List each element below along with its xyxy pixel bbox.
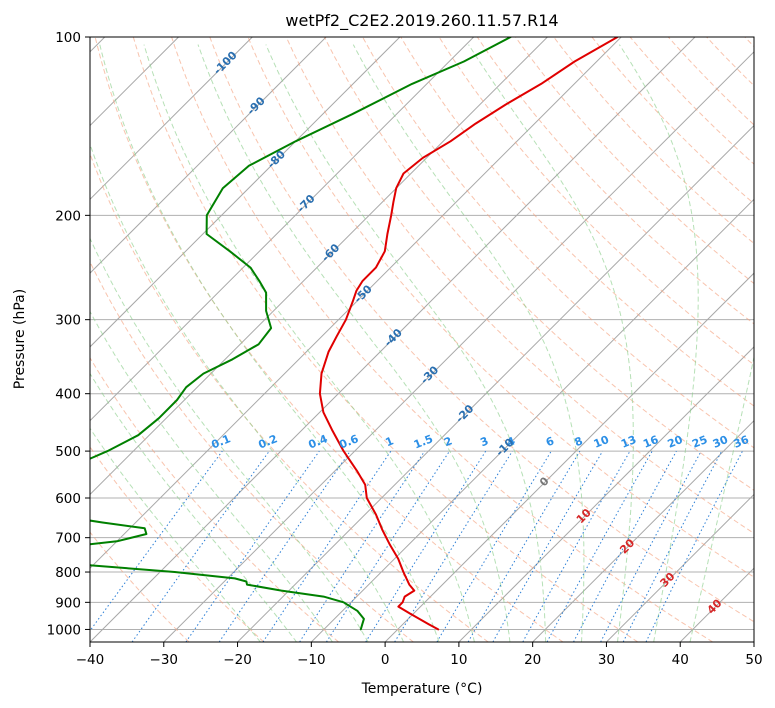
isotherm-gridline <box>90 37 401 348</box>
x-tick-label: 20 <box>524 652 541 668</box>
dry-adiabat <box>209 37 754 623</box>
isotherm-gridline <box>90 37 253 201</box>
mixing-ratio-line <box>546 450 653 642</box>
x-tick-label: −30 <box>150 652 179 668</box>
plot-background-labels: 0.1 0.2 0.4 0.6 1 1.5 2 3 4 6 8 10 13 16 20 25 30 36-100-… <box>210 48 751 616</box>
mixing-ratio-label: 10 <box>592 433 611 451</box>
mixing-ratio-label: 13 <box>619 433 638 451</box>
mixing-ratio-label: 8 <box>573 434 585 449</box>
dry-adiabat <box>132 37 639 642</box>
x-tick-label: −40 <box>76 652 105 668</box>
dry-adiabat <box>90 356 339 642</box>
mixing-ratio-line <box>90 450 223 632</box>
y-tick-label: 700 <box>55 531 81 547</box>
dry-adiabat <box>90 531 190 642</box>
y-tick-label: 300 <box>55 313 81 329</box>
mixing-ratio-line <box>436 450 552 642</box>
y-tick-label: 500 <box>55 444 81 460</box>
plot-background-lines <box>90 37 754 642</box>
x-axis-label: Temperature (°C) <box>361 681 483 697</box>
moist-adiabat <box>143 44 475 642</box>
plot-profiles <box>90 37 619 631</box>
x-axis: −40 −30 −20 −10 0 10 20 30 40 50 <box>76 642 763 668</box>
mixing-ratio-line <box>185 450 320 642</box>
dry-adiabat <box>553 37 754 245</box>
dewpoint-profile-line <box>90 37 512 631</box>
dry-adiabat <box>323 37 754 491</box>
x-tick-label: 0 <box>381 652 390 668</box>
dry-adiabat <box>476 37 754 325</box>
mixing-ratio-label: 20 <box>666 433 685 451</box>
mixing-ratio-line <box>394 450 513 642</box>
mixing-ratio-line <box>218 450 351 642</box>
chart-title: wetPf2_C2E2.2019.260.11.57.R14 <box>285 11 558 31</box>
isotherm-gridline <box>90 37 696 642</box>
x-tick-label: 40 <box>672 652 689 668</box>
moist-adiabat <box>468 44 634 642</box>
moist-adiabat <box>90 310 334 642</box>
mixing-ratio-label: 2 <box>442 434 454 449</box>
mixing-ratio-line <box>365 450 487 642</box>
mixing-ratio-label: 3 <box>478 434 490 449</box>
y-tick-label: 200 <box>55 208 81 224</box>
x-tick-label: 50 <box>745 652 762 668</box>
dry-adiabat <box>438 37 754 366</box>
moist-adiabat <box>618 44 699 642</box>
x-tick-label: −20 <box>223 652 252 668</box>
moist-adiabat <box>197 44 511 642</box>
y-tick-label: 100 <box>55 30 81 46</box>
isotherm-gridline <box>237 124 754 642</box>
x-tick-label: 30 <box>598 652 615 668</box>
temperature-profile-line <box>318 37 619 631</box>
isotherm-gridline <box>90 37 548 496</box>
mixing-ratio-label: 1 <box>384 434 396 449</box>
isotherm-gridline <box>532 419 754 642</box>
y-tick-label: 900 <box>55 595 81 611</box>
x-tick-label: −10 <box>297 652 326 668</box>
isotherm-gridline <box>458 346 754 642</box>
mixing-ratio-label: 30 <box>711 433 730 451</box>
moist-adiabat <box>265 44 547 642</box>
moist-adiabat <box>99 44 440 642</box>
mixing-ratio-line <box>573 450 677 642</box>
y-tick-label: 800 <box>55 565 81 581</box>
mixing-ratio-label: 16 <box>641 433 660 451</box>
mixing-ratio-line <box>522 450 631 642</box>
dry-adiabat <box>629 37 754 165</box>
mixing-ratio-label: 25 <box>690 433 709 451</box>
moist-adiabat <box>90 142 405 642</box>
y-tick-label: 1000 <box>47 622 81 638</box>
y-tick-label: 600 <box>55 491 81 507</box>
dry-adiabat <box>362 37 754 449</box>
isotherm-gridline <box>163 51 754 642</box>
mixing-ratio-label: 36 <box>732 433 751 451</box>
mixing-ratio-line <box>467 450 581 642</box>
mixing-ratio-line <box>492 450 604 642</box>
isotherm-gridline <box>384 272 754 642</box>
moist-adiabat <box>90 427 261 642</box>
dry-adiabat <box>400 37 754 407</box>
moist-adiabat <box>90 237 369 642</box>
y-tick-label: 400 <box>55 387 81 403</box>
x-tick-label: 10 <box>450 652 467 668</box>
moist-adiabat <box>689 354 754 642</box>
mixing-ratio-line <box>131 450 270 642</box>
dry-adiabat <box>171 37 713 642</box>
isotherm-gridline <box>606 493 754 642</box>
plot-frame <box>89 36 755 643</box>
mixing-ratio-line <box>325 450 450 642</box>
isotherm-gridline <box>90 37 475 422</box>
y-axis: 100 200 300 400 500 600 700 800 900 1000 <box>47 30 90 638</box>
y-axis-label: Pressure (hPa) <box>12 289 28 389</box>
isotherm-gridline <box>90 37 327 274</box>
